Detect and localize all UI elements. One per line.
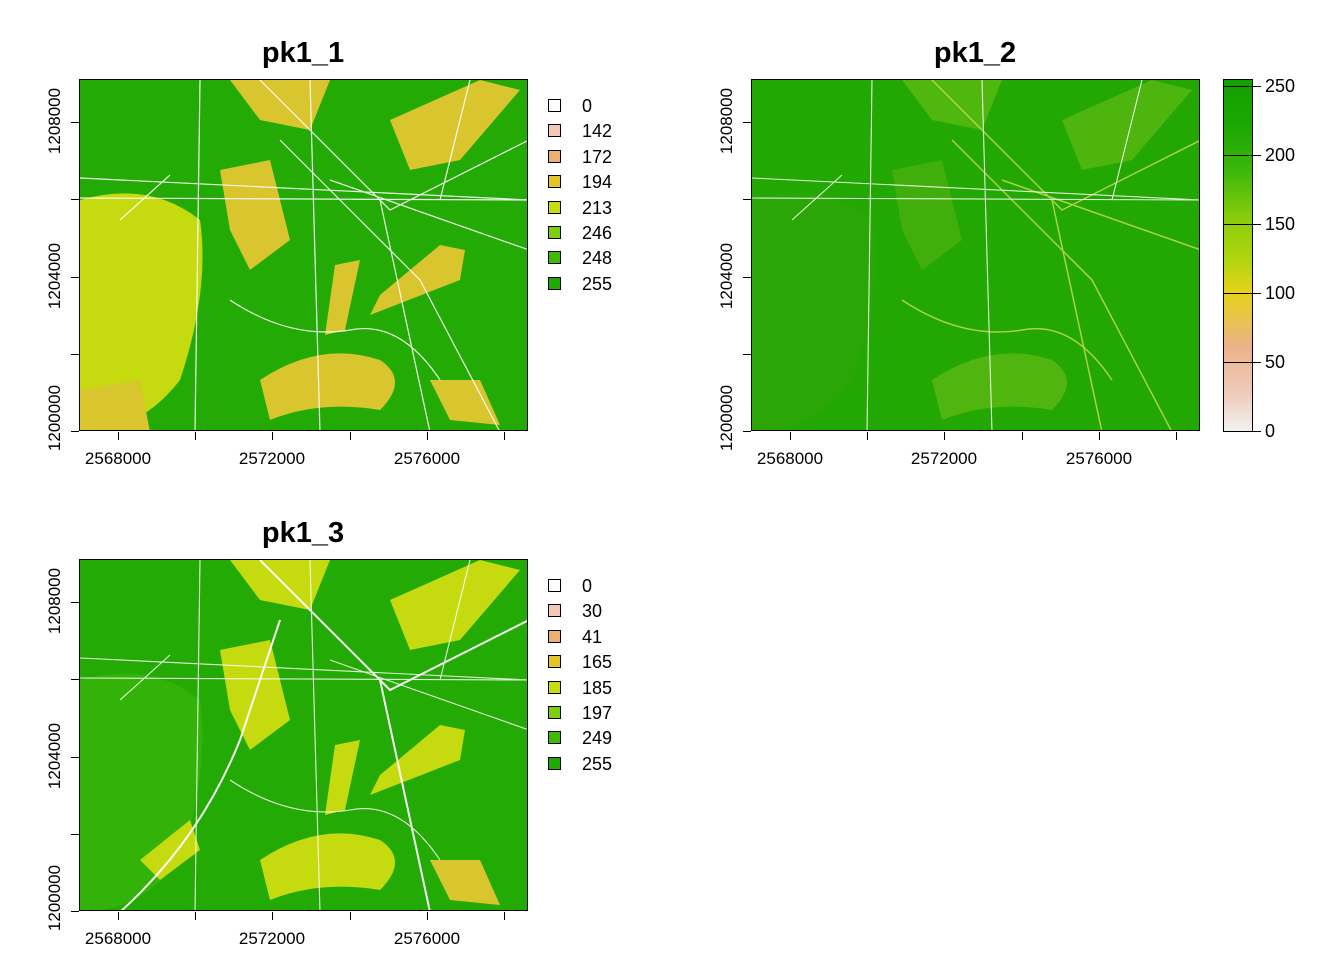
y-tick-label: 1204000 <box>717 242 736 310</box>
y-tick-label: 1208000 <box>45 567 64 635</box>
y-tick-label: 1200000 <box>717 384 736 452</box>
legend-label: 248 <box>582 248 613 269</box>
legend-label: 255 <box>582 273 613 294</box>
legend-label: 197 <box>582 702 613 723</box>
legend-label: 0 <box>582 96 593 116</box>
colorbar-tick-label: 150 <box>1265 214 1296 234</box>
legend-swatch <box>548 276 561 290</box>
legend-pk1-1: 0 142 172 194 213 246 248 255 <box>548 94 638 297</box>
legend-swatch <box>548 225 561 239</box>
map-raster-image <box>80 80 527 430</box>
colorbar-tick-label: 50 <box>1265 352 1286 372</box>
legend-swatch <box>548 731 561 745</box>
legend-label: 255 <box>582 753 613 774</box>
legend-swatch <box>548 99 561 112</box>
legend-label: 185 <box>582 677 613 698</box>
y-tick-label: 1200000 <box>45 864 64 932</box>
legend-item: 197 <box>548 701 638 726</box>
legend-label: 172 <box>582 146 613 167</box>
legend-item: 30 <box>548 599 638 624</box>
legend-item: 41 <box>548 625 638 650</box>
legend-pk1-3: 0 30 41 165 185 197 249 255 <box>548 574 638 777</box>
legend-swatch <box>548 756 561 770</box>
x-tick-label: 2568000 <box>756 449 824 468</box>
y-tick-label: 1200000 <box>45 384 64 452</box>
legend-item: 248 <box>548 246 638 271</box>
y-tick-label: 1208000 <box>45 87 64 155</box>
legend-item: 255 <box>548 752 638 777</box>
x-tick-label: 2576000 <box>393 449 461 468</box>
legend-item: 0 <box>548 574 638 599</box>
legend-label: 249 <box>582 728 613 749</box>
legend-swatch <box>548 200 561 214</box>
x-tick-label: 2576000 <box>1065 449 1133 468</box>
legend-swatch <box>548 629 561 643</box>
colorbar-tick-label: 250 <box>1265 76 1296 96</box>
legend-label: 41 <box>582 626 603 647</box>
legend-swatch <box>548 705 561 719</box>
colorbar-tick-label: 100 <box>1265 283 1296 303</box>
legend-swatch <box>548 175 561 189</box>
panel-title: pk1_1 <box>261 37 345 69</box>
legend-swatch <box>548 579 561 592</box>
legend-swatch <box>548 149 561 163</box>
colorbar <box>1223 79 1253 432</box>
x-tick-label: 2576000 <box>393 929 461 948</box>
legend-item: 142 <box>548 119 638 144</box>
raster-map-pk1-1 <box>79 79 528 431</box>
x-tick-label: 2572000 <box>910 449 978 468</box>
legend-label: 246 <box>582 222 613 243</box>
panel-title: pk1_2 <box>933 37 1017 69</box>
x-tick-label: 2568000 <box>84 929 152 948</box>
legend-swatch <box>548 655 561 669</box>
legend-swatch <box>548 604 561 618</box>
legend-item: 172 <box>548 145 638 170</box>
legend-item: 246 <box>548 221 638 246</box>
raster-map-pk1-3 <box>79 559 528 911</box>
legend-label: 0 <box>582 576 593 596</box>
legend-label: 213 <box>582 197 613 218</box>
legend-item: 185 <box>548 676 638 701</box>
legend-item: 249 <box>548 726 638 751</box>
map-raster-image <box>80 560 527 910</box>
x-tick-label: 2572000 <box>238 929 306 948</box>
y-tick-label: 1204000 <box>45 242 64 310</box>
x-tick-label: 2572000 <box>238 449 306 468</box>
map-raster-image <box>752 80 1199 430</box>
y-tick-label: 1208000 <box>717 87 736 155</box>
legend-label: 194 <box>582 172 613 193</box>
legend-label: 165 <box>582 652 613 673</box>
legend-item: 165 <box>548 650 638 675</box>
raster-map-pk1-2 <box>751 79 1200 431</box>
legend-item: 255 <box>548 272 638 297</box>
legend-swatch <box>548 680 561 694</box>
legend-swatch <box>548 124 561 138</box>
panel-title: pk1_3 <box>261 517 345 549</box>
legend-item: 213 <box>548 196 638 221</box>
colorbar-tick-label: 200 <box>1265 145 1296 165</box>
legend-label: 142 <box>582 121 613 142</box>
x-tick-label: 2568000 <box>84 449 152 468</box>
legend-item: 0 <box>548 94 638 119</box>
y-tick-label: 1204000 <box>45 722 64 790</box>
legend-swatch <box>548 251 561 265</box>
legend-label: 30 <box>582 601 603 622</box>
colorbar-tick-label: 0 <box>1265 421 1276 441</box>
legend-item: 194 <box>548 170 638 195</box>
